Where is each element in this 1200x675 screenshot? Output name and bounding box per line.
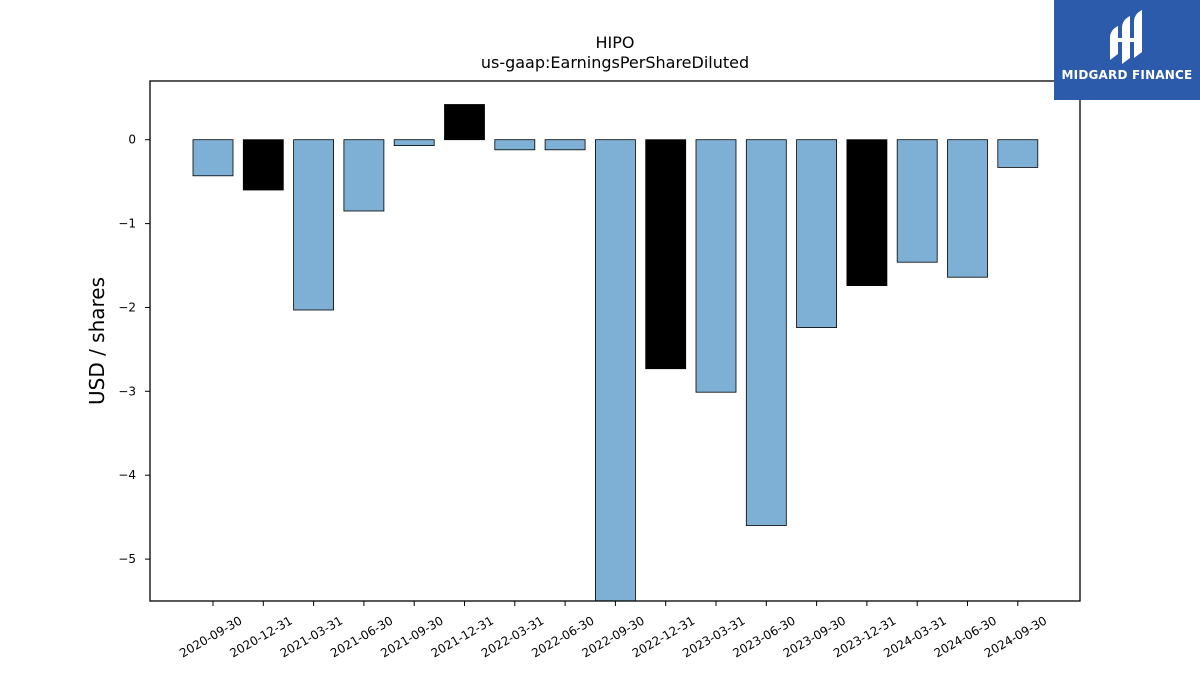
midgard-finance-logo: MIDGARD FINANCE xyxy=(1054,0,1200,100)
chart-title: HIPO xyxy=(596,33,635,52)
bar-2024-09-30 xyxy=(997,139,1039,168)
bar-2023-09-30 xyxy=(796,139,837,328)
bar-2023-06-30 xyxy=(745,139,787,526)
logo-text: MIDGARD FINANCE xyxy=(1061,68,1193,82)
y-tick-label: −1 xyxy=(118,217,136,231)
y-tick-label: −2 xyxy=(118,301,136,315)
bar-2021-06-30 xyxy=(343,139,385,212)
bar-2023-12-31 xyxy=(846,139,888,286)
bar-2022-12-31 xyxy=(645,139,687,370)
x-axis: 2020-09-302020-12-312021-03-312021-06-30… xyxy=(177,601,1049,660)
bars xyxy=(192,104,1039,602)
y-tick-label: −4 xyxy=(118,468,136,482)
bar-2022-09-30 xyxy=(595,139,636,602)
bar-2021-12-31 xyxy=(444,104,485,141)
bar-2021-03-31 xyxy=(293,139,335,311)
bar-2022-06-30 xyxy=(544,139,586,151)
y-axis-label: USD / shares xyxy=(85,277,109,405)
y-tick-label: −5 xyxy=(118,552,136,566)
y-tick-label: 0 xyxy=(128,133,136,147)
bar-2024-03-31 xyxy=(896,139,938,263)
bar-2023-03-31 xyxy=(695,139,737,393)
bar-2024-06-30 xyxy=(947,139,988,278)
bar-2020-12-31 xyxy=(242,139,284,191)
midgard-logo-icon xyxy=(1110,10,1142,64)
bar-2020-09-30 xyxy=(192,139,234,177)
bar-2022-03-31 xyxy=(494,139,536,151)
chart-subtitle: us-gaap:EarningsPerShareDiluted xyxy=(481,53,749,72)
bar-2021-09-30 xyxy=(393,139,435,146)
y-tick-label: −3 xyxy=(118,384,136,398)
y-axis: 0 −1 −2 −3 −4 −5 xyxy=(118,133,150,566)
